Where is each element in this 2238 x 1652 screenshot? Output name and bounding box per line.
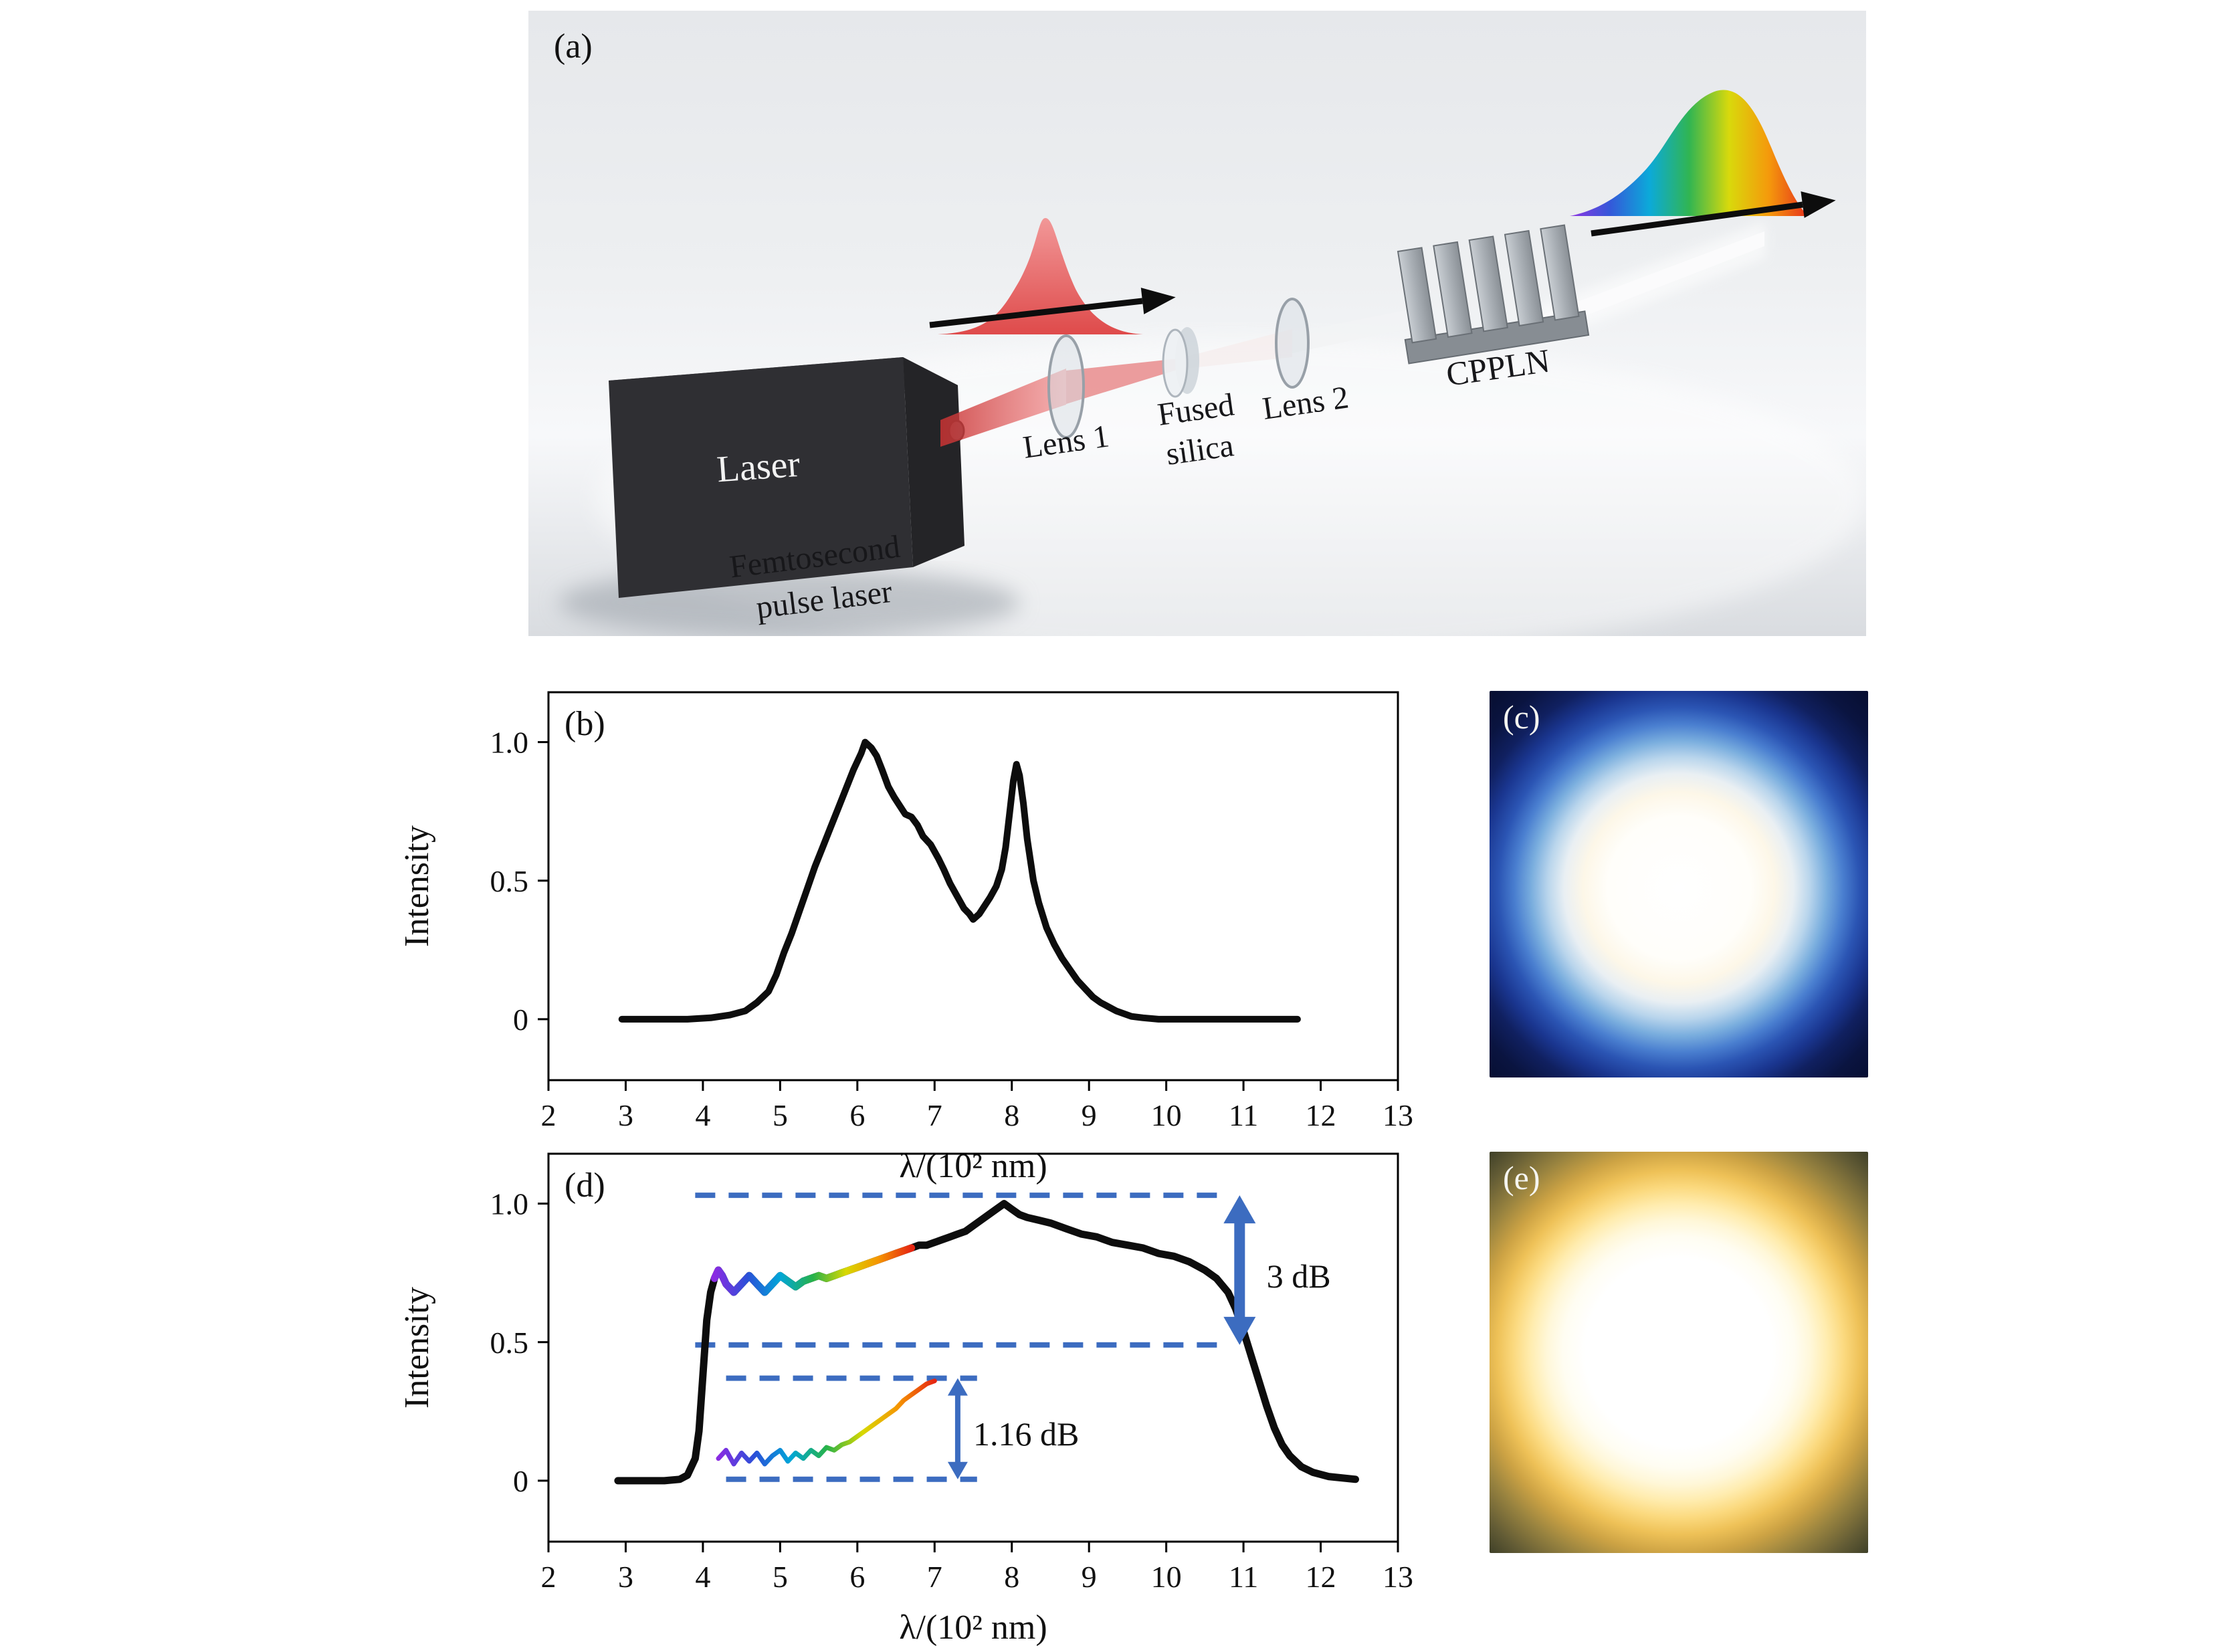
fused-silica-plate bbox=[1162, 327, 1199, 398]
panel-a-letter: (a) bbox=[554, 27, 593, 66]
series-inset-visible-spectrum bbox=[716, 1378, 937, 1467]
white-beam-out bbox=[1537, 231, 1764, 334]
y-tick-label: 0 bbox=[513, 1003, 528, 1037]
panel-letter: (b) bbox=[565, 705, 605, 743]
panel-e-letter: (e) bbox=[1503, 1159, 1540, 1197]
panel-letter: (d) bbox=[565, 1166, 605, 1205]
x-tick-label: 4 bbox=[695, 1560, 710, 1594]
red-beam-2 bbox=[1066, 358, 1179, 404]
white-beam-2 bbox=[1292, 309, 1411, 353]
white-beam-1 bbox=[1179, 329, 1292, 369]
plot-frame bbox=[547, 691, 1399, 1081]
panel-a-setup-diagram: Laser bbox=[528, 11, 1866, 636]
output-arrow-icon bbox=[1591, 191, 1836, 237]
cppln-crystal bbox=[1397, 224, 1590, 365]
y-tick-label: 0.5 bbox=[490, 864, 529, 898]
x-axis-label: λ/(10² nm) bbox=[899, 1609, 1047, 1647]
x-tick-label: 6 bbox=[849, 1560, 865, 1594]
y-axis-label: Intensity bbox=[398, 1287, 436, 1409]
x-tick-label: 9 bbox=[1082, 1560, 1097, 1594]
x-tick-label: 7 bbox=[927, 1560, 942, 1594]
x-tick-label: 5 bbox=[773, 1098, 788, 1132]
x-tick-label: 5 bbox=[773, 1560, 788, 1594]
x-tick-label: 3 bbox=[618, 1098, 633, 1132]
y-tick-label: 0 bbox=[513, 1464, 528, 1498]
x-tick-label: 12 bbox=[1306, 1560, 1336, 1594]
red-beam-1 bbox=[940, 369, 1066, 447]
lens2-glass bbox=[1275, 298, 1310, 389]
y-axis-label: Intensity bbox=[398, 825, 436, 947]
arrow-head-up bbox=[947, 1378, 968, 1396]
x-tick-label: 11 bbox=[1229, 1098, 1258, 1132]
y-tick-label: 0.5 bbox=[490, 1326, 529, 1360]
y-tick-label: 1.0 bbox=[490, 726, 529, 760]
x-tick-label: 13 bbox=[1383, 1560, 1413, 1594]
beam-profile-e: (e) bbox=[1490, 1152, 1868, 1553]
annotation-label: 3 dB bbox=[1267, 1257, 1331, 1295]
y-tick-label: 1.0 bbox=[490, 1187, 529, 1221]
arrow-head-down bbox=[1223, 1316, 1256, 1345]
series-spectrum-after-fused-silica bbox=[618, 738, 1301, 1023]
x-tick-label: 7 bbox=[927, 1098, 942, 1132]
spectrum-chart-d: 2 3 4 5 6 7 8 9 10 11 12 13 0 0.5 1.0 λ/(10² nm) Intensi… bbox=[398, 1152, 1413, 1647]
x-tick-label: 9 bbox=[1082, 1098, 1097, 1132]
plot-frame bbox=[547, 1152, 1399, 1543]
x-tick-label: 10 bbox=[1151, 1098, 1182, 1132]
x-tick-label: 10 bbox=[1151, 1560, 1182, 1594]
x-tick-label: 2 bbox=[541, 1560, 556, 1594]
x-tick-label: 2 bbox=[541, 1098, 556, 1132]
input-arrow-icon bbox=[929, 288, 1176, 328]
arrow-head-down bbox=[947, 1461, 968, 1479]
laser-label: Laser bbox=[716, 443, 802, 491]
x-tick-label: 12 bbox=[1306, 1098, 1336, 1132]
x-tick-label: 8 bbox=[1004, 1560, 1019, 1594]
annotation-label: 1.16 dB bbox=[973, 1415, 1079, 1453]
x-tick-label: 4 bbox=[695, 1098, 710, 1132]
panel-c-letter: (c) bbox=[1503, 698, 1540, 736]
input-pulse-shape bbox=[938, 218, 1143, 334]
output-spectrum-shape bbox=[1570, 90, 1809, 216]
arrow-head-up bbox=[1223, 1195, 1256, 1224]
x-tick-label: 6 bbox=[849, 1098, 865, 1132]
x-tick-label: 3 bbox=[618, 1560, 633, 1594]
x-tick-label: 8 bbox=[1004, 1098, 1019, 1132]
x-tick-label: 13 bbox=[1383, 1098, 1413, 1132]
beam-profile-c: (c) bbox=[1490, 691, 1868, 1077]
series-visible-rainbow-segment bbox=[710, 1244, 916, 1296]
x-tick-label: 11 bbox=[1229, 1560, 1258, 1594]
lens1-glass bbox=[1047, 334, 1085, 439]
